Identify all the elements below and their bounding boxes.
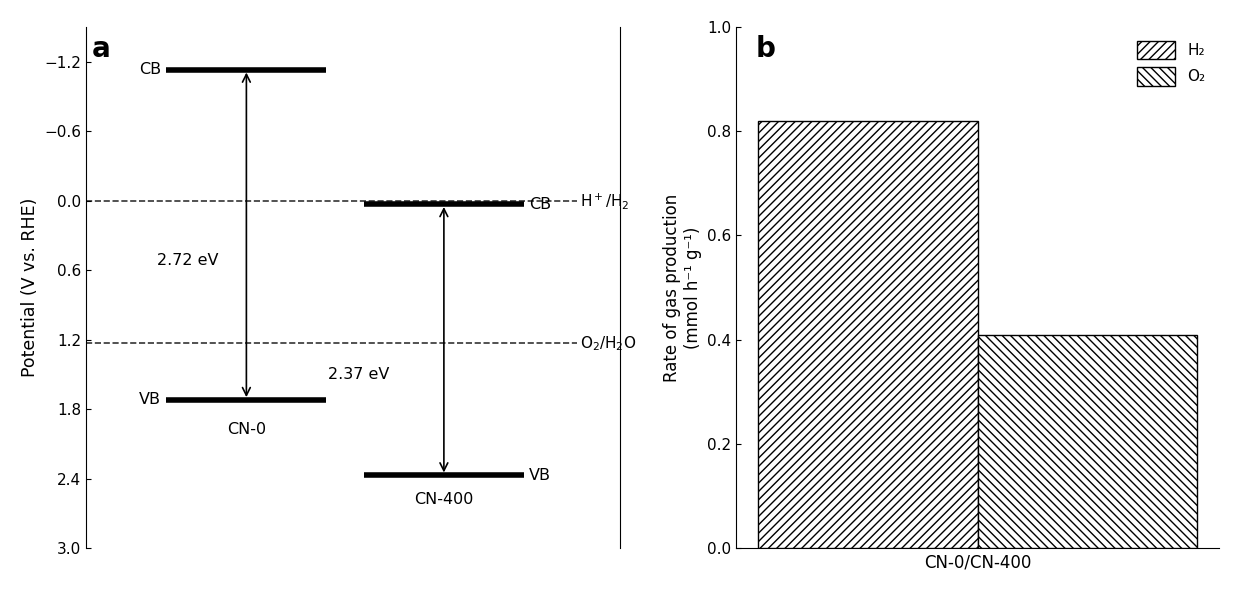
Text: VB: VB <box>139 392 161 407</box>
Text: CB: CB <box>529 197 552 211</box>
Text: H$^+$/H$_2$: H$^+$/H$_2$ <box>580 191 630 211</box>
Text: CN-0: CN-0 <box>227 422 265 437</box>
Text: O$_2$/H$_2$O: O$_2$/H$_2$O <box>580 334 636 353</box>
Legend: H₂, O₂: H₂, O₂ <box>1131 34 1211 92</box>
Text: b: b <box>755 35 775 63</box>
Bar <box>758 121 977 548</box>
Text: VB: VB <box>529 468 552 483</box>
Text: a: a <box>92 35 110 63</box>
Text: 2.72 eV: 2.72 eV <box>157 253 218 268</box>
Y-axis label: Potential (V vs. RHE): Potential (V vs. RHE) <box>21 198 38 377</box>
Bar <box>977 334 1197 548</box>
Y-axis label: Rate of gas production
(mmol h⁻¹ g⁻¹): Rate of gas production (mmol h⁻¹ g⁻¹) <box>662 194 702 382</box>
Text: CN-400: CN-400 <box>414 491 474 507</box>
Text: CB: CB <box>139 62 161 77</box>
Text: 2.37 eV: 2.37 eV <box>327 367 389 382</box>
